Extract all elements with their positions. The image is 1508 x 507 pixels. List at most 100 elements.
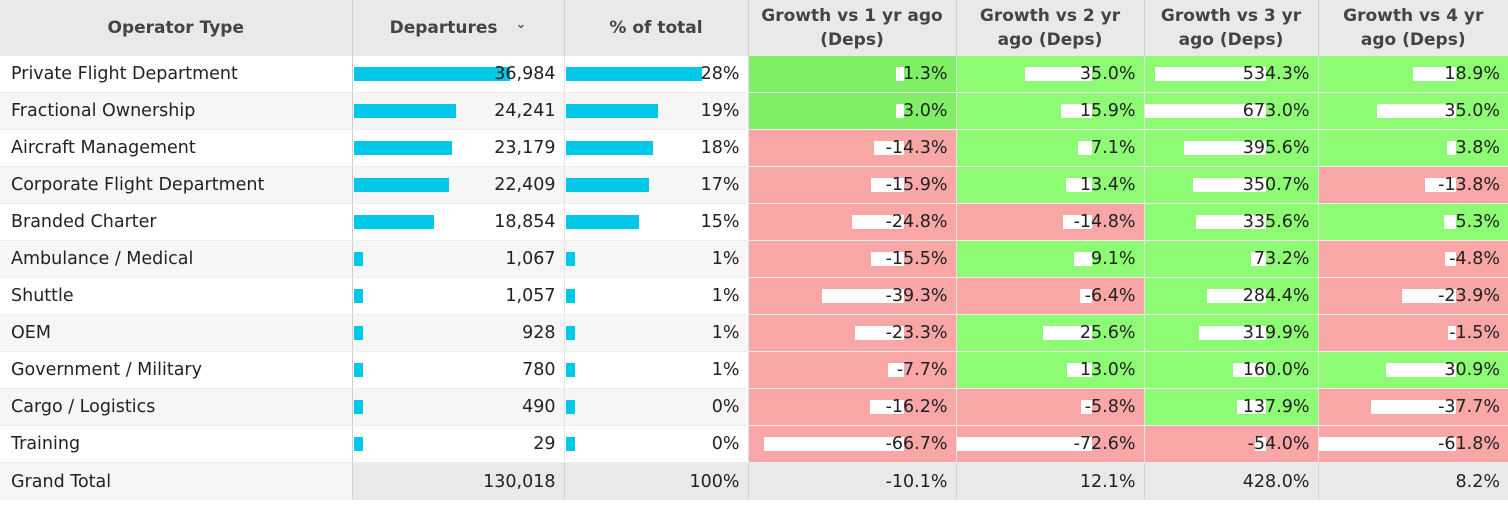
grand-total-label: Grand Total [0, 462, 353, 500]
table-row[interactable]: Aircraft Management 23,179 18% -14.3% 7.1% 39… [0, 129, 1508, 167]
growth-2yr-cell[interactable]: 25.6% [956, 314, 1145, 352]
departures-cell[interactable]: 22,409 [352, 166, 565, 204]
growth-1yr-cell[interactable]: -66.7% [748, 425, 957, 463]
operator-type-cell[interactable]: Branded Charter [0, 203, 353, 241]
growth-2yr-cell[interactable]: 15.9% [956, 92, 1145, 130]
table-row[interactable]: Shuttle 1,057 1% -39.3% -6.4% 284.4% -23.9% [0, 277, 1508, 315]
growth-2yr-cell[interactable]: 13.0% [956, 351, 1145, 389]
growth-4yr-cell[interactable]: 18.9% [1318, 56, 1508, 93]
operator-type-cell[interactable]: Government / Military [0, 351, 353, 389]
growth-3yr-cell[interactable]: 335.6% [1144, 203, 1319, 241]
operator-type-cell[interactable]: Corporate Flight Department [0, 166, 353, 204]
pct-total-cell[interactable]: 0% [564, 425, 749, 463]
growth-2yr-cell[interactable]: 7.1% [956, 129, 1145, 167]
growth-1yr-cell[interactable]: -16.2% [748, 388, 957, 426]
growth-3yr-cell[interactable]: 319.9% [1144, 314, 1319, 352]
operator-type-cell[interactable]: OEM [0, 314, 353, 352]
departures-cell[interactable]: 780 [352, 351, 565, 389]
pct-total-cell[interactable]: 19% [564, 92, 749, 130]
departures-cell[interactable]: 18,854 [352, 203, 565, 241]
operator-type-cell[interactable]: Cargo / Logistics [0, 388, 353, 426]
chevron-down-icon[interactable]: ⌄ [515, 17, 527, 32]
growth-value: -72.6% [1073, 434, 1136, 454]
growth-4yr-cell[interactable]: -23.9% [1318, 277, 1508, 315]
growth-3yr-cell[interactable]: 534.3% [1144, 56, 1319, 93]
growth-4yr-cell[interactable]: -37.7% [1318, 388, 1508, 426]
growth-1yr-cell[interactable]: -14.3% [748, 129, 957, 167]
header-operator-type[interactable]: Operator Type [0, 0, 353, 56]
growth-2yr-cell[interactable]: -72.6% [956, 425, 1145, 463]
growth-1yr-cell[interactable]: 1.3% [748, 56, 957, 93]
growth-1yr-cell[interactable]: -24.8% [748, 203, 957, 241]
growth-3yr-cell[interactable]: 73.2% [1144, 240, 1319, 278]
growth-4yr-cell[interactable]: -1.5% [1318, 314, 1508, 352]
growth-2yr-cell[interactable]: -14.8% [956, 203, 1145, 241]
pct-total-cell[interactable]: 28% [564, 56, 749, 93]
table-row[interactable]: Corporate Flight Department 22,409 17% -15.… [0, 166, 1508, 204]
header-growth-1yr[interactable]: Growth vs 1 yr ago (Deps) [748, 0, 957, 56]
growth-3yr-cell[interactable]: 673.0% [1144, 92, 1319, 130]
header-departures[interactable]: Departures ⌄ [352, 0, 565, 56]
operator-type-cell[interactable]: Private Flight Department [0, 56, 353, 93]
growth-4yr-cell[interactable]: 5.3% [1318, 203, 1508, 241]
table-row[interactable]: Ambulance / Medical 1,067 1% -15.5% 9.1% 73.2… [0, 240, 1508, 278]
growth-1yr-cell[interactable]: -39.3% [748, 277, 957, 315]
table-row[interactable]: Government / Military 780 1% -7.7% 13.0% 160.… [0, 351, 1508, 389]
departures-cell[interactable]: 23,179 [352, 129, 565, 167]
growth-2yr-cell[interactable]: -6.4% [956, 277, 1145, 315]
departures-cell[interactable]: 490 [352, 388, 565, 426]
growth-4yr-cell[interactable]: 3.8% [1318, 129, 1508, 167]
growth-3yr-cell[interactable]: 137.9% [1144, 388, 1319, 426]
table-row[interactable]: OEM 928 1% -23.3% 25.6% 319.9% -1.5% [0, 314, 1508, 352]
growth-2yr-cell[interactable]: 35.0% [956, 56, 1145, 93]
growth-1yr-cell[interactable]: -15.9% [748, 166, 957, 204]
growth-4yr-cell[interactable]: 35.0% [1318, 92, 1508, 130]
header-growth-4yr[interactable]: Growth vs 4 yr ago (Deps) [1318, 0, 1508, 56]
departures-cell[interactable]: 928 [352, 314, 565, 352]
growth-1yr-cell[interactable]: -23.3% [748, 314, 957, 352]
growth-3yr-cell[interactable]: 350.7% [1144, 166, 1319, 204]
departures-cell[interactable]: 24,241 [352, 92, 565, 130]
pct-total-cell[interactable]: 15% [564, 203, 749, 241]
growth-2yr-cell[interactable]: -5.8% [956, 388, 1145, 426]
pct-total-cell[interactable]: 1% [564, 277, 749, 315]
pct-total-cell[interactable]: 17% [564, 166, 749, 204]
operator-type-cell[interactable]: Shuttle [0, 277, 353, 315]
growth-1yr-cell[interactable]: -7.7% [748, 351, 957, 389]
header-pct-total[interactable]: % of total [564, 0, 749, 56]
growth-3yr-cell[interactable]: -54.0% [1144, 425, 1319, 463]
grand-total-growth-4yr: 8.2% [1318, 462, 1508, 500]
table-row[interactable]: Training 29 0% -66.7% -72.6% -54.0% -61.8% [0, 425, 1508, 463]
table-row[interactable]: Private Flight Department 36,984 28% 1.3% 35… [0, 56, 1508, 93]
header-growth-2yr[interactable]: Growth vs 2 yr ago (Deps) [956, 0, 1145, 56]
pct-total-cell[interactable]: 1% [564, 314, 749, 352]
departures-cell[interactable]: 1,057 [352, 277, 565, 315]
pct-total-cell[interactable]: 0% [564, 388, 749, 426]
operator-type-cell[interactable]: Fractional Ownership [0, 92, 353, 130]
departures-cell[interactable]: 36,984 [352, 56, 565, 93]
growth-2yr-cell[interactable]: 9.1% [956, 240, 1145, 278]
operator-type-cell[interactable]: Aircraft Management [0, 129, 353, 167]
growth-4yr-cell[interactable]: -61.8% [1318, 425, 1508, 463]
table-row[interactable]: Cargo / Logistics 490 0% -16.2% -5.8% 137.9% -… [0, 388, 1508, 426]
operator-type-cell[interactable]: Training [0, 425, 353, 463]
pct-total-cell[interactable]: 1% [564, 240, 749, 278]
growth-1yr-cell[interactable]: 3.0% [748, 92, 957, 130]
table-row[interactable]: Fractional Ownership 24,241 19% 3.0% 15.9% 67… [0, 92, 1508, 130]
growth-4yr-cell[interactable]: -13.8% [1318, 166, 1508, 204]
growth-2yr-cell[interactable]: 13.4% [956, 166, 1145, 204]
growth-4yr-cell[interactable]: -4.8% [1318, 240, 1508, 278]
growth-3yr-cell[interactable]: 395.6% [1144, 129, 1319, 167]
departures-cell[interactable]: 1,067 [352, 240, 565, 278]
growth-1yr-cell[interactable]: -15.5% [748, 240, 957, 278]
header-growth-3yr[interactable]: Growth vs 3 yr ago (Deps) [1144, 0, 1319, 56]
growth-3yr-cell[interactable]: 160.0% [1144, 351, 1319, 389]
growth-3yr-cell[interactable]: 284.4% [1144, 277, 1319, 315]
growth-4yr-cell[interactable]: 30.9% [1318, 351, 1508, 389]
departures-cell[interactable]: 29 [352, 425, 565, 463]
growth-bar [854, 326, 904, 340]
table-row[interactable]: Branded Charter 18,854 15% -24.8% -14.8% 335.… [0, 203, 1508, 241]
pct-total-cell[interactable]: 1% [564, 351, 749, 389]
pct-total-cell[interactable]: 18% [564, 129, 749, 167]
operator-type-cell[interactable]: Ambulance / Medical [0, 240, 353, 278]
